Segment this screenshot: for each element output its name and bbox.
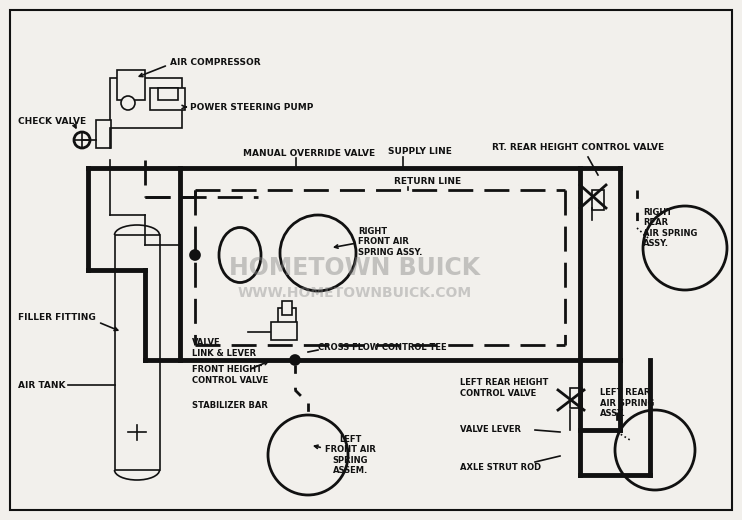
Bar [115, 235, 160, 470]
Text: WWW.HOMETOWNBUICK.COM: WWW.HOMETOWNBUICK.COM [238, 286, 472, 300]
Text: STABILIZER BAR: STABILIZER BAR [192, 400, 268, 410]
Bar [592, 190, 604, 210]
Text: RETURN LINE: RETURN LINE [394, 177, 461, 187]
Text: CHECK VALVE: CHECK VALVE [18, 118, 86, 126]
Text: RT. REAR HEIGHT CONTROL VALVE: RT. REAR HEIGHT CONTROL VALVE [492, 144, 664, 152]
Circle shape [290, 355, 300, 365]
Text: LEFT
FRONT AIR
SPRING
ASSEM.: LEFT FRONT AIR SPRING ASSEM. [325, 435, 376, 475]
Circle shape [615, 410, 695, 490]
Bar [96, 120, 111, 148]
Text: VALVE
LINK & LEVER: VALVE LINK & LEVER [192, 339, 256, 358]
Circle shape [121, 96, 135, 110]
Text: SUPPLY LINE: SUPPLY LINE [388, 148, 452, 157]
Text: LEFT REAR
AIR SPRING
ASSY.: LEFT REAR AIR SPRING ASSY. [600, 388, 654, 418]
Circle shape [268, 415, 348, 495]
Circle shape [280, 215, 356, 291]
Text: AXLE STRUT ROD: AXLE STRUT ROD [460, 463, 541, 473]
Text: VALVE LEVER: VALVE LEVER [460, 425, 521, 435]
Text: HOMETOWN BUICK: HOMETOWN BUICK [229, 256, 481, 280]
Text: FILLER FITTING: FILLER FITTING [18, 314, 96, 322]
Circle shape [190, 250, 200, 260]
Bar [278, 308, 296, 328]
Text: POWER STEERING PUMP: POWER STEERING PUMP [190, 102, 313, 111]
Text: AIR TANK: AIR TANK [18, 381, 65, 389]
Circle shape [74, 132, 90, 148]
Text: RIGHT
REAR
AIR SPRING
ASSY.: RIGHT REAR AIR SPRING ASSY. [643, 208, 697, 248]
Bar [117, 70, 145, 100]
Bar [271, 322, 297, 340]
Text: RIGHT
FRONT AIR
SPRING ASSY.: RIGHT FRONT AIR SPRING ASSY. [358, 227, 422, 257]
Bar [150, 88, 185, 110]
Text: AIR COMPRESSOR: AIR COMPRESSOR [170, 58, 260, 67]
Bar [158, 88, 178, 100]
Circle shape [643, 206, 727, 290]
Bar [110, 78, 182, 128]
Ellipse shape [219, 228, 261, 282]
Text: MANUAL OVERRIDE VALVE: MANUAL OVERRIDE VALVE [243, 149, 375, 158]
Text: FRONT HEIGHT
CONTROL VALVE: FRONT HEIGHT CONTROL VALVE [192, 365, 269, 385]
Text: CROSS FLOW CONTROL TEE: CROSS FLOW CONTROL TEE [318, 344, 447, 353]
Text: LEFT REAR HEIGHT
CONTROL VALVE: LEFT REAR HEIGHT CONTROL VALVE [460, 379, 548, 398]
Bar [282, 301, 292, 315]
Bar [570, 388, 582, 408]
